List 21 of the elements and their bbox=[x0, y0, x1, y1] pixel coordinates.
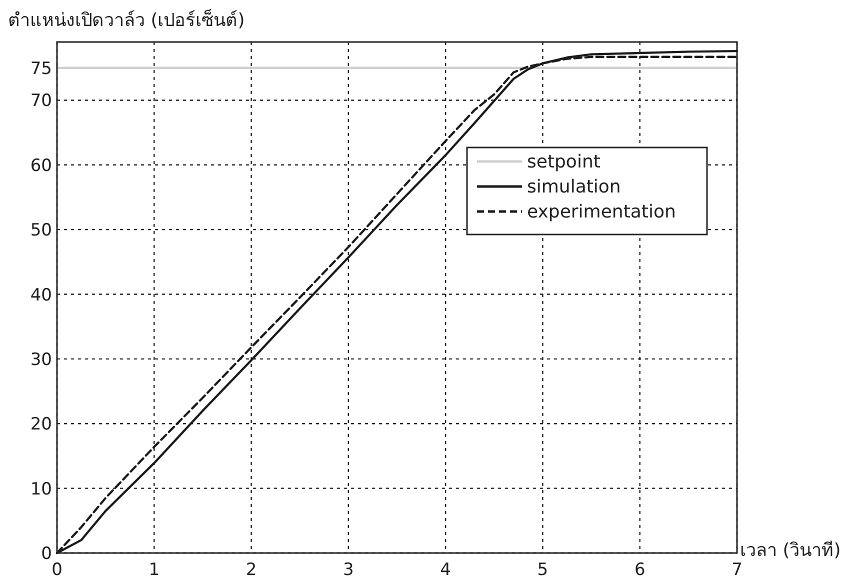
y-tick-label: 50 bbox=[30, 220, 52, 241]
y-tick-label: 20 bbox=[30, 414, 52, 435]
x-tick-label: 2 bbox=[246, 560, 257, 580]
legend-label: simulation bbox=[527, 176, 621, 198]
legend-label: experimentation bbox=[527, 202, 676, 222]
y-tick-label: 0 bbox=[41, 544, 52, 564]
legend-label: setpoint bbox=[527, 152, 600, 172]
x-tick-label: 4 bbox=[440, 560, 451, 580]
y-tick-label: 10 bbox=[30, 479, 52, 500]
x-axis-title: เวลา (วินาที) bbox=[740, 540, 841, 561]
x-tick-label: 1 bbox=[148, 560, 160, 580]
x-tick-label: 3 bbox=[343, 560, 354, 580]
y-tick-label: 70 bbox=[30, 91, 52, 112]
y-tick-label: 40 bbox=[30, 285, 52, 306]
x-tick-label: 5 bbox=[537, 560, 548, 580]
x-tick-label: 7 bbox=[732, 560, 742, 580]
y-tick-label: 30 bbox=[30, 350, 52, 370]
x-tick-label: 6 bbox=[634, 560, 646, 580]
y-axis-title: ตำแหน่งเปิดวาล์ว (เปอร์เซ็นต์) bbox=[8, 8, 245, 31]
y-tick-label: 75 bbox=[30, 58, 52, 79]
y-tick-label: 60 bbox=[30, 156, 52, 176]
